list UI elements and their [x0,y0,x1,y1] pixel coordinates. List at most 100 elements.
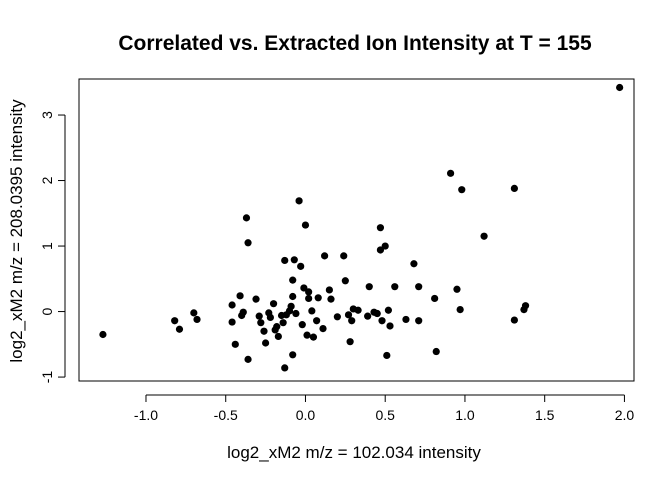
y-tick-label: 0 [39,307,55,315]
data-point [319,324,327,333]
data-point [300,284,308,292]
data-point [266,313,274,322]
data-point [273,323,281,331]
data-point [231,340,239,348]
data-point [521,302,530,310]
data-point [415,317,423,325]
data-point [458,186,466,194]
data-point [301,221,310,229]
data-point [510,184,518,193]
y-tick-label: 1 [39,242,55,250]
x-axis-label: log2_xM2 m/z = 102.034 intensity [227,443,481,462]
data-point [279,319,287,327]
data-point [289,276,297,284]
data-point [365,283,373,291]
data-point [193,315,201,324]
data-point [480,232,488,240]
data-point [289,292,297,301]
x-tick-label: 0.0 [296,407,316,423]
x-tick-label: 0.5 [375,407,395,423]
data-point [244,355,252,363]
data-point [236,292,244,300]
data-point [344,311,353,319]
data-point [175,325,184,333]
y-axis-label: log2_xM2 m/z = 208.0395 intensity [7,99,26,363]
data-point [386,322,394,330]
x-tick-label: -0.5 [214,407,238,423]
data-point [281,256,289,265]
data-point [510,316,518,324]
chart-title: Correlated vs. Extracted Ion Intensity a… [118,32,592,55]
data-points [99,83,624,372]
data-point [325,286,333,294]
data-point [228,301,236,309]
data-point [260,327,268,335]
data-point [376,246,385,254]
data-point [290,256,298,264]
y-tick-label: 2 [39,176,55,184]
data-point [348,317,356,325]
data-point [333,313,341,321]
data-point [453,285,461,293]
data-point [281,364,289,372]
data-point [616,83,624,92]
data-point [415,283,423,291]
data-point [244,239,252,247]
data-point [383,351,391,360]
data-point [292,309,300,318]
data-point [410,260,418,268]
data-point [297,262,305,270]
data-point [242,214,251,222]
data-point [364,312,372,320]
data-point [239,308,247,316]
data-point [269,300,278,308]
data-point [391,283,399,291]
y-axis: -1 0 1 2 3 [39,111,66,384]
y-tick-label: 3 [39,111,55,119]
data-point [354,306,362,314]
y-tick-label: -1 [39,371,55,384]
data-point [190,309,198,317]
data-point [99,330,107,339]
x-tick-label: 1.0 [455,407,475,423]
x-axis: -1.0 -0.5 0.0 0.5 1.0 1.5 2.0 [134,394,635,423]
data-point [274,332,282,341]
data-point [313,317,321,325]
data-point [252,295,260,303]
data-point [373,309,381,318]
data-point [289,351,297,359]
data-point [446,169,455,177]
data-point [309,333,318,341]
data-point [261,339,270,347]
data-point [305,294,313,303]
data-point [295,197,303,205]
x-tick-label: 1.5 [535,407,555,423]
x-tick-label: 2.0 [615,407,635,423]
data-point [305,288,313,296]
data-point [384,306,392,314]
data-point [308,307,316,315]
data-point [456,305,464,314]
data-point [340,252,348,260]
data-point [287,302,295,310]
data-point [431,294,439,303]
data-point [327,295,335,303]
plot-frame [78,78,635,382]
data-point [298,321,306,329]
data-point [171,317,179,325]
data-point [378,317,386,325]
data-point [402,315,410,324]
x-tick-label: -1.0 [134,407,158,423]
data-point [255,312,263,320]
data-point [376,224,385,232]
data-point [341,277,349,285]
data-point [303,331,311,339]
data-point [381,242,389,250]
data-point [346,338,354,346]
data-point [432,347,440,356]
data-point [321,252,329,260]
data-point [257,319,265,327]
data-point [228,318,236,326]
data-point [314,294,322,302]
